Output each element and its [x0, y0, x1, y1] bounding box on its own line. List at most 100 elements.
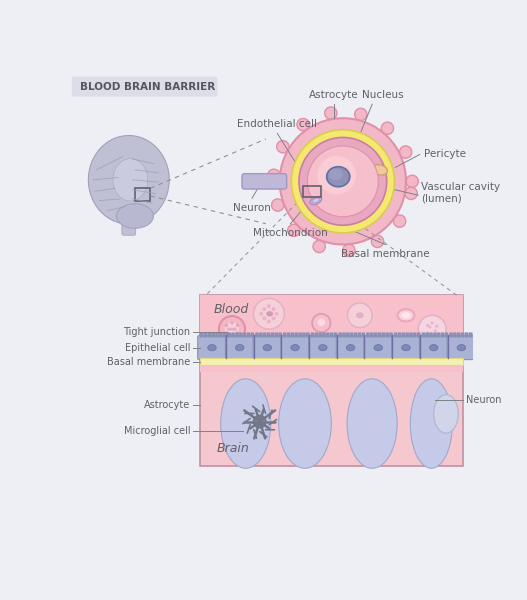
FancyBboxPatch shape: [251, 332, 254, 337]
Circle shape: [262, 307, 266, 311]
FancyBboxPatch shape: [389, 332, 393, 337]
Text: Microglial cell: Microglial cell: [124, 426, 190, 436]
FancyBboxPatch shape: [315, 332, 318, 337]
Circle shape: [227, 328, 231, 331]
FancyBboxPatch shape: [370, 332, 374, 337]
FancyBboxPatch shape: [425, 332, 429, 337]
Ellipse shape: [236, 344, 244, 351]
FancyBboxPatch shape: [385, 332, 389, 337]
FancyBboxPatch shape: [235, 332, 239, 337]
FancyBboxPatch shape: [283, 332, 287, 337]
Text: Vascular cavity
(lumen): Vascular cavity (lumen): [422, 182, 501, 203]
Circle shape: [399, 146, 412, 158]
FancyBboxPatch shape: [242, 173, 287, 189]
Ellipse shape: [430, 344, 438, 351]
Ellipse shape: [263, 344, 271, 351]
Ellipse shape: [434, 395, 458, 433]
Circle shape: [225, 331, 228, 335]
Circle shape: [253, 298, 285, 329]
Circle shape: [343, 244, 355, 257]
Circle shape: [434, 329, 437, 332]
Circle shape: [236, 331, 239, 335]
Text: Mitochondrion: Mitochondrion: [253, 227, 328, 238]
FancyBboxPatch shape: [215, 332, 219, 337]
Circle shape: [267, 320, 271, 323]
FancyBboxPatch shape: [449, 332, 453, 337]
FancyBboxPatch shape: [358, 332, 361, 337]
FancyBboxPatch shape: [275, 332, 278, 337]
FancyBboxPatch shape: [253, 336, 281, 359]
FancyBboxPatch shape: [364, 336, 393, 359]
FancyBboxPatch shape: [477, 332, 481, 337]
Circle shape: [262, 316, 266, 320]
Circle shape: [271, 199, 284, 211]
FancyBboxPatch shape: [500, 332, 504, 337]
Ellipse shape: [372, 164, 387, 175]
FancyBboxPatch shape: [336, 336, 365, 359]
Circle shape: [325, 107, 337, 119]
Text: Neuron: Neuron: [233, 203, 271, 213]
FancyBboxPatch shape: [441, 332, 444, 337]
Circle shape: [426, 324, 429, 327]
FancyBboxPatch shape: [310, 332, 314, 337]
Circle shape: [230, 322, 233, 325]
FancyBboxPatch shape: [298, 332, 302, 337]
FancyBboxPatch shape: [203, 332, 207, 337]
FancyBboxPatch shape: [309, 336, 337, 359]
Text: Endothelial cell: Endothelial cell: [237, 119, 317, 129]
Circle shape: [394, 215, 406, 227]
Text: Tight junction: Tight junction: [123, 327, 190, 337]
Circle shape: [253, 415, 266, 428]
FancyBboxPatch shape: [338, 332, 342, 337]
Circle shape: [406, 175, 418, 187]
Text: Blood: Blood: [213, 303, 249, 316]
FancyBboxPatch shape: [437, 332, 441, 337]
FancyBboxPatch shape: [433, 332, 437, 337]
FancyBboxPatch shape: [362, 332, 365, 337]
Ellipse shape: [356, 312, 364, 319]
Ellipse shape: [370, 334, 384, 343]
Circle shape: [297, 118, 309, 131]
Bar: [135, 188, 150, 200]
Ellipse shape: [346, 344, 355, 351]
Circle shape: [299, 137, 387, 225]
Ellipse shape: [327, 167, 350, 187]
Circle shape: [277, 140, 289, 153]
FancyBboxPatch shape: [342, 332, 346, 337]
FancyBboxPatch shape: [122, 215, 136, 235]
Text: Basal membrane: Basal membrane: [107, 356, 190, 367]
FancyBboxPatch shape: [475, 336, 503, 359]
Text: Nucleus: Nucleus: [362, 91, 404, 100]
FancyBboxPatch shape: [330, 332, 334, 337]
Circle shape: [225, 323, 228, 327]
FancyBboxPatch shape: [405, 332, 409, 337]
Text: Astrocyte: Astrocyte: [144, 400, 190, 410]
Circle shape: [428, 325, 432, 328]
FancyBboxPatch shape: [461, 332, 464, 337]
FancyBboxPatch shape: [489, 332, 492, 337]
Ellipse shape: [208, 344, 216, 351]
Ellipse shape: [319, 344, 327, 351]
Circle shape: [431, 334, 434, 337]
Ellipse shape: [402, 312, 411, 319]
FancyBboxPatch shape: [447, 336, 476, 359]
FancyBboxPatch shape: [219, 332, 222, 337]
Circle shape: [347, 303, 372, 328]
Text: Brain: Brain: [217, 442, 249, 455]
FancyBboxPatch shape: [465, 332, 468, 337]
Bar: [200, 295, 463, 466]
Ellipse shape: [485, 344, 493, 351]
Circle shape: [355, 108, 367, 121]
Ellipse shape: [373, 336, 380, 341]
Text: Epithelial cell: Epithelial cell: [125, 343, 190, 353]
Circle shape: [291, 130, 394, 233]
FancyBboxPatch shape: [350, 332, 354, 337]
FancyBboxPatch shape: [485, 332, 488, 337]
Circle shape: [230, 334, 233, 337]
FancyBboxPatch shape: [394, 332, 397, 337]
FancyBboxPatch shape: [243, 332, 247, 337]
FancyBboxPatch shape: [417, 332, 421, 337]
Circle shape: [418, 316, 446, 343]
Circle shape: [259, 312, 263, 316]
FancyBboxPatch shape: [267, 332, 270, 337]
